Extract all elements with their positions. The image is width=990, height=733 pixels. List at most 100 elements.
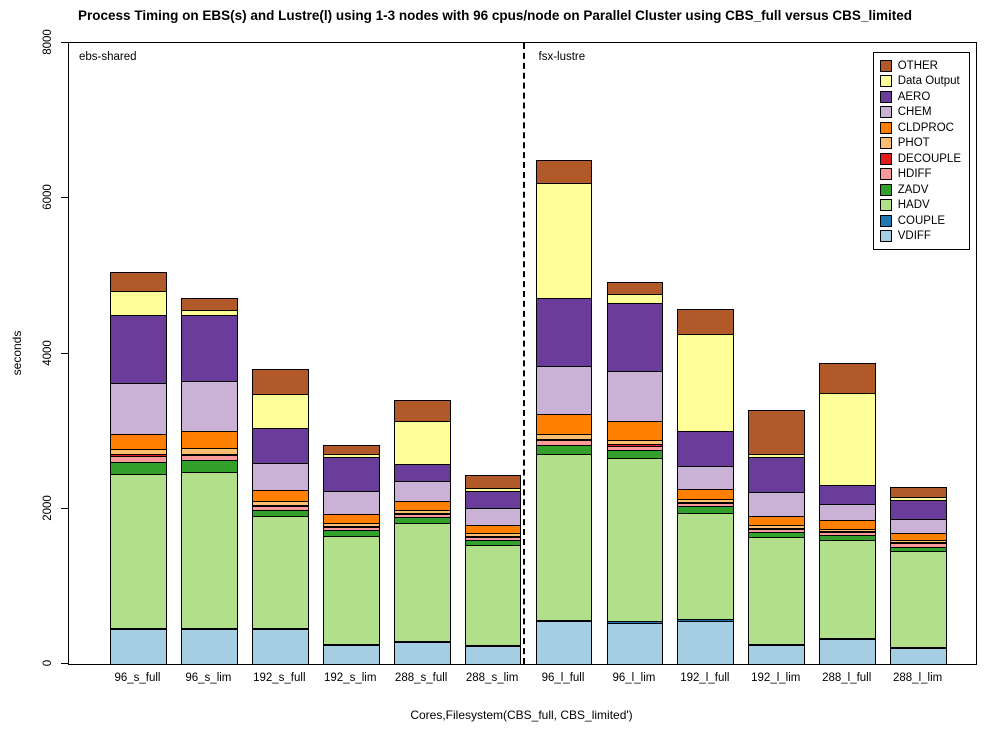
bar-segment-hdiff xyxy=(251,506,309,510)
y-tick-label: 4000 xyxy=(42,339,54,366)
bar-slot xyxy=(741,43,812,664)
bar-segment-zadv xyxy=(748,531,806,538)
bar-segment-vdiff xyxy=(464,646,522,664)
legend-swatch xyxy=(879,106,892,119)
bar-segment-couple xyxy=(322,643,380,645)
bar-segment-cldproc xyxy=(393,500,451,511)
bar-segment-hdiff xyxy=(110,456,167,463)
legend-swatch xyxy=(879,230,892,243)
bar-segment-cldproc xyxy=(677,489,735,500)
x-axis-label: Cores,Filesystem(CBS_full, CBS_limited') xyxy=(410,708,633,722)
bar-segment-zadv xyxy=(464,539,522,546)
bar-segment-data-output xyxy=(251,393,309,428)
bar-segment-data-output xyxy=(677,334,735,432)
bar-segment-data-output xyxy=(890,496,947,500)
bar-segment-aero xyxy=(181,314,238,381)
bar-segment-data-output xyxy=(606,293,664,304)
bar-slot xyxy=(103,43,174,664)
legend-item-zadv: ZADV xyxy=(879,182,961,198)
bar-segment-couple xyxy=(535,619,593,622)
y-tick-label: 0 xyxy=(42,659,54,667)
bar-segment-other xyxy=(606,282,664,294)
legend: OTHER Data Output AERO CHEM CLDPROC PHOT DECOU… xyxy=(872,52,970,250)
bar-segment-hdiff xyxy=(819,531,877,535)
x-tick-label: 288_l_lim xyxy=(892,672,943,684)
bar-segment-hadv xyxy=(748,537,806,644)
bar-slot xyxy=(599,43,670,664)
bar-slot xyxy=(174,43,245,664)
y-tick-mark xyxy=(61,507,68,509)
bar-segment-phot xyxy=(251,501,309,505)
stacked-bar-96_l_full xyxy=(535,43,593,664)
legend-item-hdiff: HDIFF xyxy=(879,167,961,183)
bar-segment-zadv xyxy=(251,509,309,517)
legend-label: COUPLE xyxy=(897,214,946,227)
bar-segment-phot xyxy=(890,540,947,543)
bar-segment-other xyxy=(181,297,238,311)
bar-segment-vdiff xyxy=(677,620,735,664)
bar-segment-hadv xyxy=(251,516,309,628)
bar-segment-other xyxy=(890,487,947,497)
legend-swatch xyxy=(879,152,892,165)
bar-segment-chem xyxy=(251,462,309,490)
bar-segment-other xyxy=(393,399,451,421)
bar-segment-vdiff xyxy=(535,621,593,664)
bar-segment-vdiff xyxy=(819,639,877,664)
legend-label: PHOT xyxy=(897,137,930,150)
bar-segment-chem xyxy=(110,383,167,434)
bar-segment-other xyxy=(677,309,735,335)
bar-segment-decouple xyxy=(393,512,451,514)
bar-segment-decouple xyxy=(890,542,947,544)
legend-label: AERO xyxy=(897,90,931,103)
bar-segment-aero xyxy=(748,456,806,493)
y-tick-label: 2000 xyxy=(42,494,54,521)
bar-segment-aero xyxy=(110,314,167,384)
bar-segment-cldproc xyxy=(251,489,309,502)
bar-segment-hadv xyxy=(890,551,947,648)
region-label-fsx-lustre: fsx-lustre xyxy=(538,51,586,63)
bar-segment-decouple xyxy=(110,453,167,456)
bar-segment-data-output xyxy=(181,310,238,315)
bar-segment-chem xyxy=(606,371,664,422)
bar-segment-other xyxy=(819,363,877,394)
bar-segment-aero xyxy=(606,303,664,372)
bar-segment-zadv xyxy=(606,449,664,459)
bar-segment-cldproc xyxy=(535,414,593,434)
bar-slot xyxy=(387,43,458,664)
bar-segment-zadv xyxy=(819,534,877,540)
legend-label: HADV xyxy=(897,199,930,212)
bar-slot xyxy=(458,43,529,664)
bar-segment-chem xyxy=(181,380,238,432)
bar-segment-other xyxy=(110,272,167,292)
bars-container xyxy=(69,43,976,664)
bar-segment-couple xyxy=(890,647,947,649)
y-tick-mark xyxy=(61,197,68,199)
bar-segment-vdiff xyxy=(890,648,947,664)
stacked-bar-96_l_lim xyxy=(606,43,664,664)
bar-segment-aero xyxy=(251,427,309,463)
bar-segment-decouple xyxy=(606,444,664,446)
bar-segment-hdiff xyxy=(606,445,664,450)
legend-item-hadv: HADV xyxy=(879,198,961,214)
bar-segment-couple xyxy=(748,643,806,645)
legend-label: HDIFF xyxy=(897,168,932,181)
bar-segment-couple xyxy=(464,645,522,647)
bar-segment-hadv xyxy=(464,545,522,646)
bar-segment-decouple xyxy=(535,438,593,441)
bar-segment-chem xyxy=(890,519,947,534)
legend-label: CHEM xyxy=(897,106,932,119)
bar-segment-chem xyxy=(322,490,380,515)
x-tick-label: 192_l_lim xyxy=(751,672,801,684)
bar-slot xyxy=(883,43,954,664)
bar-segment-phot xyxy=(181,448,238,454)
bar-segment-other xyxy=(535,159,593,183)
legend-swatch xyxy=(879,121,892,134)
legend-item-other: OTHER xyxy=(879,58,961,74)
bar-segment-hadv xyxy=(819,539,877,639)
bar-segment-data-output xyxy=(110,291,167,315)
bar-segment-zadv xyxy=(181,459,238,472)
bar-segment-other xyxy=(322,444,380,454)
bar-segment-phot xyxy=(393,510,451,513)
panel-separator-line xyxy=(522,43,525,664)
